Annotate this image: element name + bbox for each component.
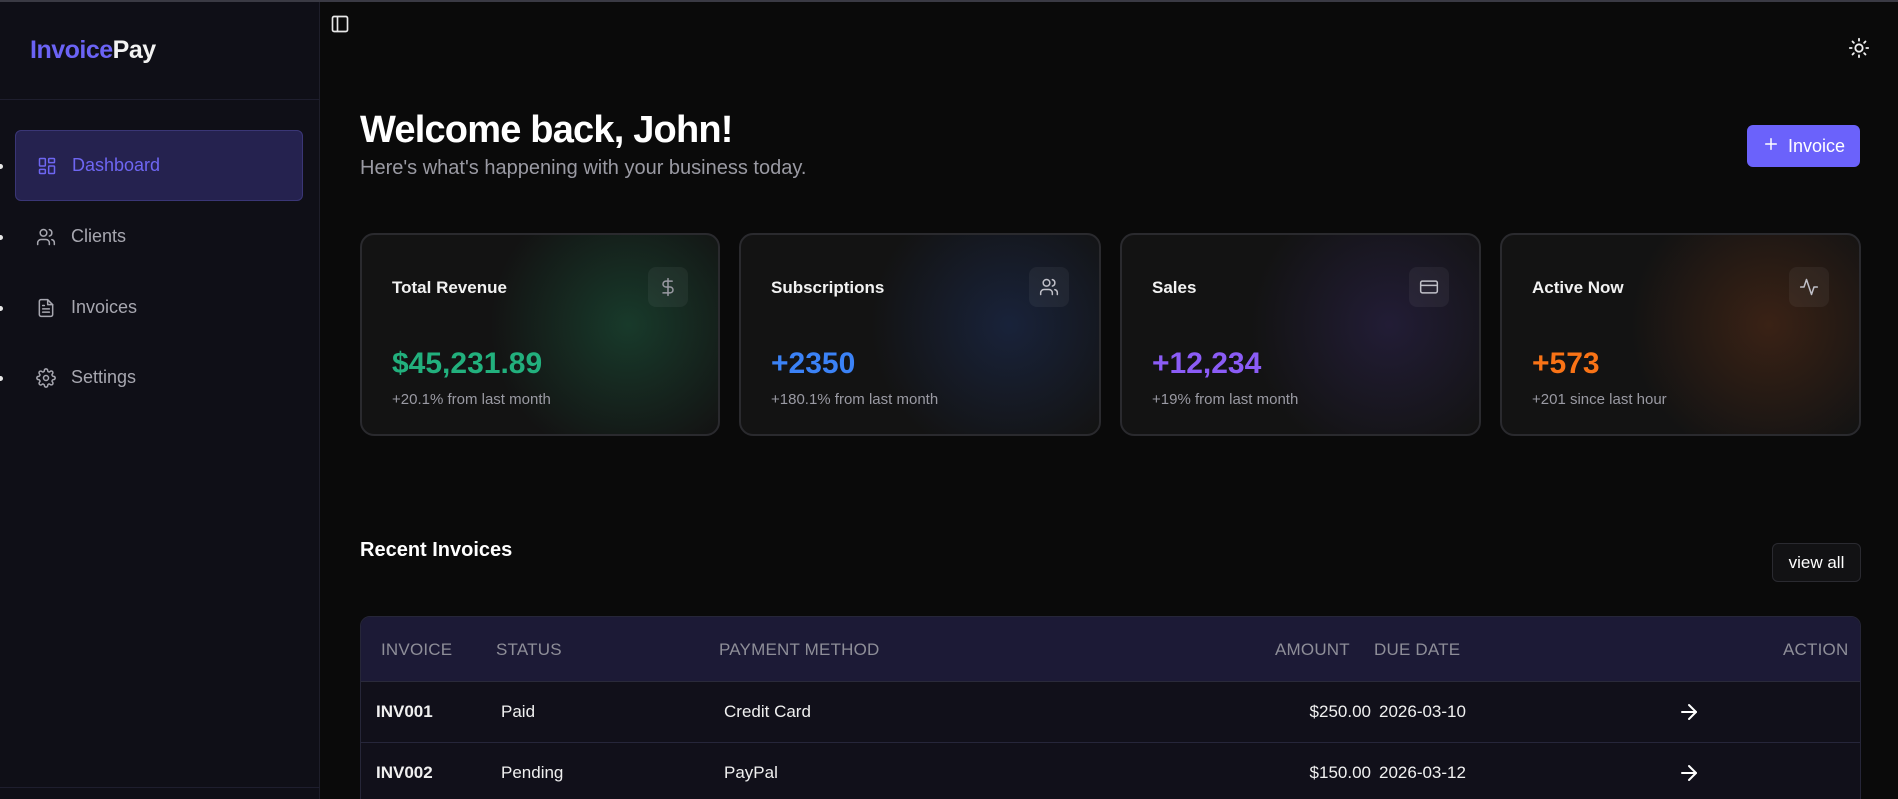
- stat-title: Subscriptions: [771, 278, 885, 297]
- invoice-id: INV001: [376, 702, 433, 721]
- logo-part-pay: Pay: [112, 36, 156, 64]
- plus-icon: [1762, 135, 1780, 158]
- column-header-due-date: DUE DATE: [1374, 640, 1461, 659]
- card-glow: [1619, 235, 1859, 434]
- sidebar-item-label: Invoices: [71, 297, 138, 317]
- card-glow: [1239, 235, 1479, 434]
- gear-icon: [36, 367, 56, 388]
- nav-bullet: [0, 306, 3, 311]
- stat-card-total-revenue: Total Revenue $45,231.89 +20.1% from las…: [360, 233, 720, 436]
- invoice-status: Paid: [501, 702, 536, 721]
- app-logo[interactable]: InvoicePay: [30, 36, 156, 65]
- arrow-right-icon[interactable]: [1677, 700, 1701, 724]
- stat-title: Active Now: [1532, 278, 1624, 297]
- nav-bullet: [0, 164, 3, 169]
- card-glow: [478, 235, 718, 434]
- users-icon: [36, 227, 56, 247]
- invoice-amount: $150.00: [1309, 763, 1371, 782]
- table-row[interactable]: INV002 Pending PayPal $150.00 2026-03-12: [361, 743, 1860, 799]
- stat-value: +573: [1532, 347, 1600, 380]
- dollar-icon: [648, 267, 688, 307]
- column-header-status: STATUS: [496, 640, 562, 659]
- nav-bullet: [0, 235, 3, 240]
- users-icon: [1029, 267, 1069, 307]
- column-header-action: ACTION: [1783, 640, 1849, 659]
- table-row[interactable]: INV001 Paid Credit Card $250.00 2026-03-…: [361, 682, 1860, 743]
- arrow-right-icon[interactable]: [1677, 761, 1701, 785]
- card-glow: [859, 235, 1099, 434]
- stat-value: +2350: [771, 347, 856, 380]
- stat-subtext: +20.1% from last month: [392, 391, 551, 408]
- stat-title: Total Revenue: [392, 278, 507, 297]
- dashboard-icon: [37, 156, 57, 176]
- recent-invoices-title: Recent Invoices: [360, 539, 513, 561]
- column-header-invoice: INVOICE: [381, 640, 453, 659]
- stat-title: Sales: [1152, 278, 1197, 297]
- invoice-payment-method: Credit Card: [724, 702, 811, 721]
- invoice-due-date: 2026-03-10: [1379, 702, 1466, 721]
- stat-subtext: +19% from last month: [1152, 391, 1299, 408]
- sidebar-divider: [0, 99, 320, 100]
- sidebar: InvoicePay Dashboard Clients Invoices Se…: [0, 2, 320, 799]
- table-header: INVOICE STATUS PAYMENT METHOD AMOUNT DUE…: [361, 617, 1860, 682]
- stat-card-subscriptions: Subscriptions +2350 +180.1% from last mo…: [739, 233, 1101, 436]
- invoice-payment-method: PayPal: [724, 763, 778, 782]
- stat-value: $45,231.89: [392, 347, 543, 380]
- view-all-button[interactable]: view all: [1772, 543, 1861, 582]
- sidebar-item-label: Settings: [71, 367, 137, 387]
- activity-icon: [1789, 267, 1829, 307]
- panel-left-icon[interactable]: [330, 14, 350, 34]
- invoice-amount: $250.00: [1309, 702, 1371, 721]
- invoice-due-date: 2026-03-12: [1379, 763, 1466, 782]
- invoice-status: Pending: [501, 763, 564, 782]
- logo-part-invoice: Invoice: [30, 36, 113, 64]
- sidebar-item-clients[interactable]: Clients: [15, 201, 303, 272]
- stat-card-active-now: Active Now +573 +201 since last hour: [1500, 233, 1861, 436]
- page-subtitle: Here's what's happening with your busine…: [360, 157, 807, 179]
- nav-bullet: [0, 376, 3, 381]
- new-invoice-button[interactable]: Invoice: [1747, 125, 1860, 167]
- invoices-table: INVOICE STATUS PAYMENT METHOD AMOUNT DUE…: [360, 616, 1861, 799]
- sun-icon[interactable]: [1848, 37, 1870, 59]
- sidebar-item-dashboard[interactable]: Dashboard: [15, 130, 303, 201]
- sidebar-item-label: Dashboard: [72, 155, 161, 175]
- new-invoice-label: Invoice: [1787, 135, 1846, 156]
- invoice-id: INV002: [376, 763, 433, 782]
- page-title: Welcome back, John!: [360, 109, 733, 151]
- sidebar-footer-divider: [0, 787, 320, 788]
- column-header-amount: AMOUNT: [1275, 640, 1350, 659]
- stat-value: +12,234: [1152, 347, 1262, 380]
- credit-card-icon: [1409, 267, 1449, 307]
- column-header-payment-method: PAYMENT METHOD: [719, 640, 880, 659]
- sidebar-item-settings[interactable]: Settings: [15, 342, 303, 413]
- stat-subtext: +201 since last hour: [1532, 391, 1667, 408]
- stat-card-sales: Sales +12,234 +19% from last month: [1120, 233, 1481, 436]
- stat-subtext: +180.1% from last month: [771, 391, 939, 408]
- sidebar-item-invoices[interactable]: Invoices: [15, 272, 303, 343]
- file-text-icon: [36, 298, 56, 318]
- sidebar-item-label: Clients: [71, 226, 127, 246]
